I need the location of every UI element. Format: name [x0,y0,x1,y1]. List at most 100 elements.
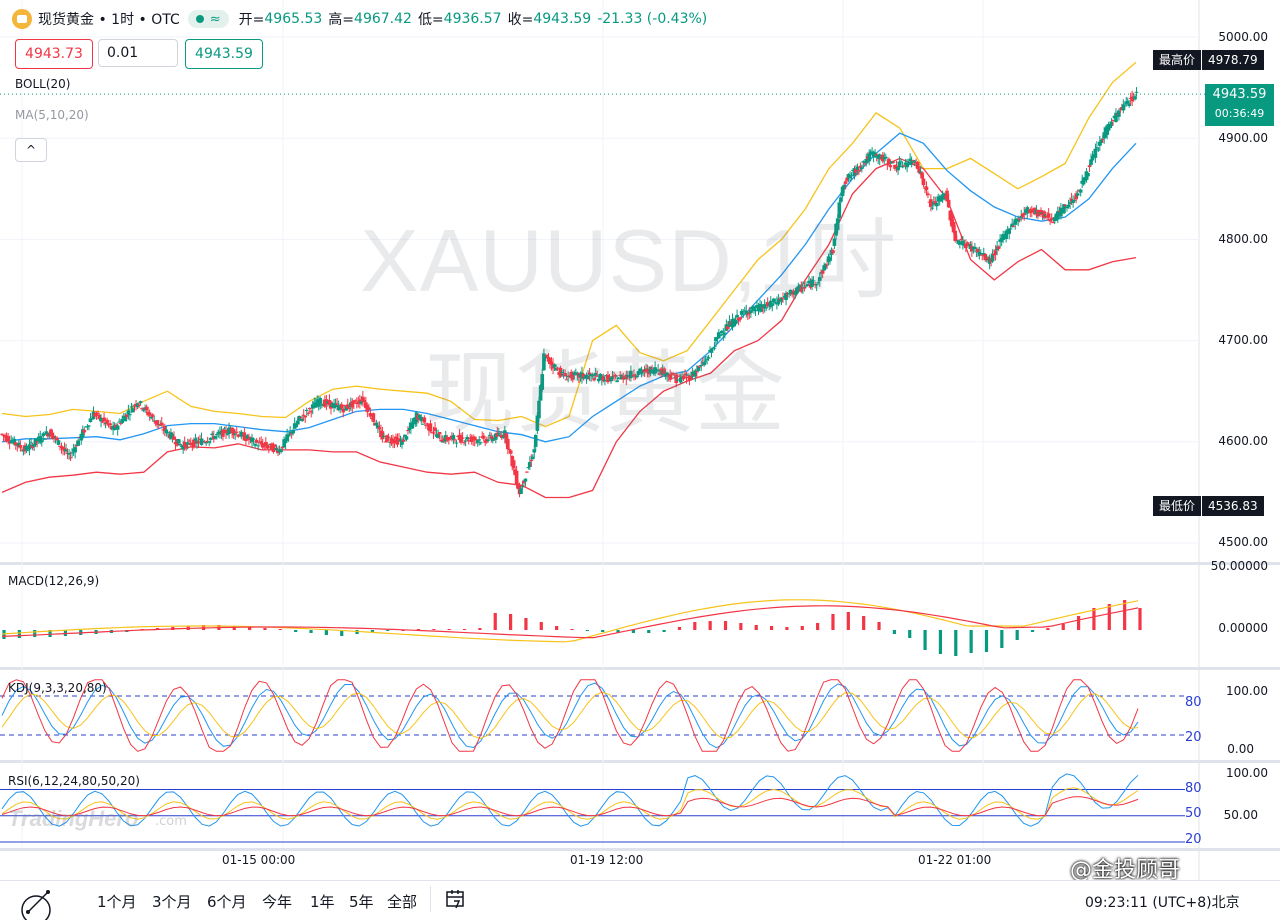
sell-price-button[interactable]: 4943.73 [15,39,93,69]
bottom-toolbar [0,880,1280,921]
candle-body [601,376,606,382]
range-button-3m[interactable]: 3个月 [152,893,192,911]
candle-body [463,440,468,442]
candle-body [401,439,406,442]
macd-histogram-bar [800,626,804,630]
goto-date-icon[interactable] [444,888,468,912]
candle-body [1122,104,1127,106]
candle-body [1046,213,1051,218]
candle-body [823,264,828,269]
candle-body [17,442,21,447]
candle-body [244,437,248,441]
time-axis-label: 01-15 00:00 [222,853,296,867]
candle-body [26,449,30,451]
quantity-input[interactable]: 0.01 [98,39,178,67]
candle-body [345,404,350,409]
kdj-level-label: 20 [1185,730,1202,745]
collapse-indicators-button[interactable]: ^ [15,138,47,162]
range-button-all[interactable]: 全部 [387,893,418,911]
candle-body [955,239,959,241]
candle-body [514,470,519,485]
candle-body [271,445,276,452]
candle-body [805,284,810,286]
macd-histogram-bar [677,627,682,630]
candle-body [610,376,615,379]
candle-body [616,377,621,380]
range-button-ytd[interactable]: 今年 [262,893,293,911]
candle-body [76,440,81,446]
candle-body [563,372,567,377]
macd-histogram-bar [647,630,651,633]
time-axis-label: 01-22 01:00 [918,853,992,867]
candle-body [888,165,893,168]
range-button-1y[interactable]: 1年 [310,893,335,911]
toolbar-divider [430,886,431,912]
clock-timezone[interactable]: 09:23:11 (UTC+8)北京 [1085,895,1240,911]
kdj-j-line [1,679,1139,752]
rsi-indicator-label[interactable]: RSI(6,12,24,80,50,20) [8,774,140,788]
candle-body [924,186,929,191]
ohlc-close-label: 收= [507,12,534,28]
drawing-tool-icon[interactable] [8,886,80,920]
candle-body [1133,96,1137,100]
candle-body [753,309,758,312]
kdj-indicator-label[interactable]: KDJ(9,3,3,20,80) [8,681,107,695]
boll-indicator-label[interactable]: BOLL(20) [15,77,71,91]
candle-body [210,433,215,436]
candle-body [613,374,618,377]
candle-body [368,412,373,417]
candle-body [506,438,510,450]
candle-body [29,442,33,444]
candle-body [490,437,495,442]
buy-price-button[interactable]: 4943.59 [185,39,263,69]
time-axis-label: 01-19 12:00 [570,853,644,867]
symbol-title[interactable]: 现货黄金 • 1时 • OTC [38,12,180,28]
macd-histogram-bar [754,625,758,630]
candle-body [333,403,338,407]
ma-indicator-label[interactable]: MA(5,10,20) [15,108,89,122]
candle-body [864,158,869,164]
range-button-6m[interactable]: 6个月 [207,893,247,911]
candle-body [681,375,686,380]
candle-body [1056,211,1060,220]
candle-body [959,238,964,240]
candle-body [915,161,920,169]
candle-body [802,287,807,289]
candle-body [256,445,260,447]
candle-body [1111,119,1115,121]
candle-body [684,376,689,379]
candle-body [964,243,968,249]
candle-body [887,158,891,165]
macd-histogram-bar [1076,616,1081,630]
candle-body [462,442,466,444]
rsi-level-label: 80 [1185,781,1202,796]
current-price-value: 4943.59 [1212,87,1267,102]
candle-body [933,201,938,205]
candle-body [820,270,825,274]
macd-line [1,599,1139,643]
macd-indicator-label[interactable]: MACD(12,26,9) [8,574,100,588]
candle-body [542,353,546,371]
candle-body [522,480,526,484]
range-button-5y[interactable]: 5年 [349,893,374,911]
candle-body [125,414,129,417]
candle-body [428,423,433,432]
candle-body [1017,218,1022,220]
wave-icon: ≈ [209,11,221,27]
market-status-badge[interactable]: ≈ [187,10,229,28]
candle-body [674,374,679,384]
candle-body [650,367,654,369]
gold-logo-icon [12,9,32,29]
candle-body [564,379,569,381]
candle-body [1022,212,1027,216]
candle-body [593,372,598,376]
low-price-value: 4536.83 [1202,496,1264,516]
range-button-1m[interactable]: 1个月 [97,893,137,911]
candle-body [693,370,698,377]
candle-body [474,439,479,441]
candle-body [477,439,482,441]
rsi-axis-label: 100.00 [1226,766,1268,780]
candle-body [420,423,425,425]
candle-body [1062,204,1066,214]
